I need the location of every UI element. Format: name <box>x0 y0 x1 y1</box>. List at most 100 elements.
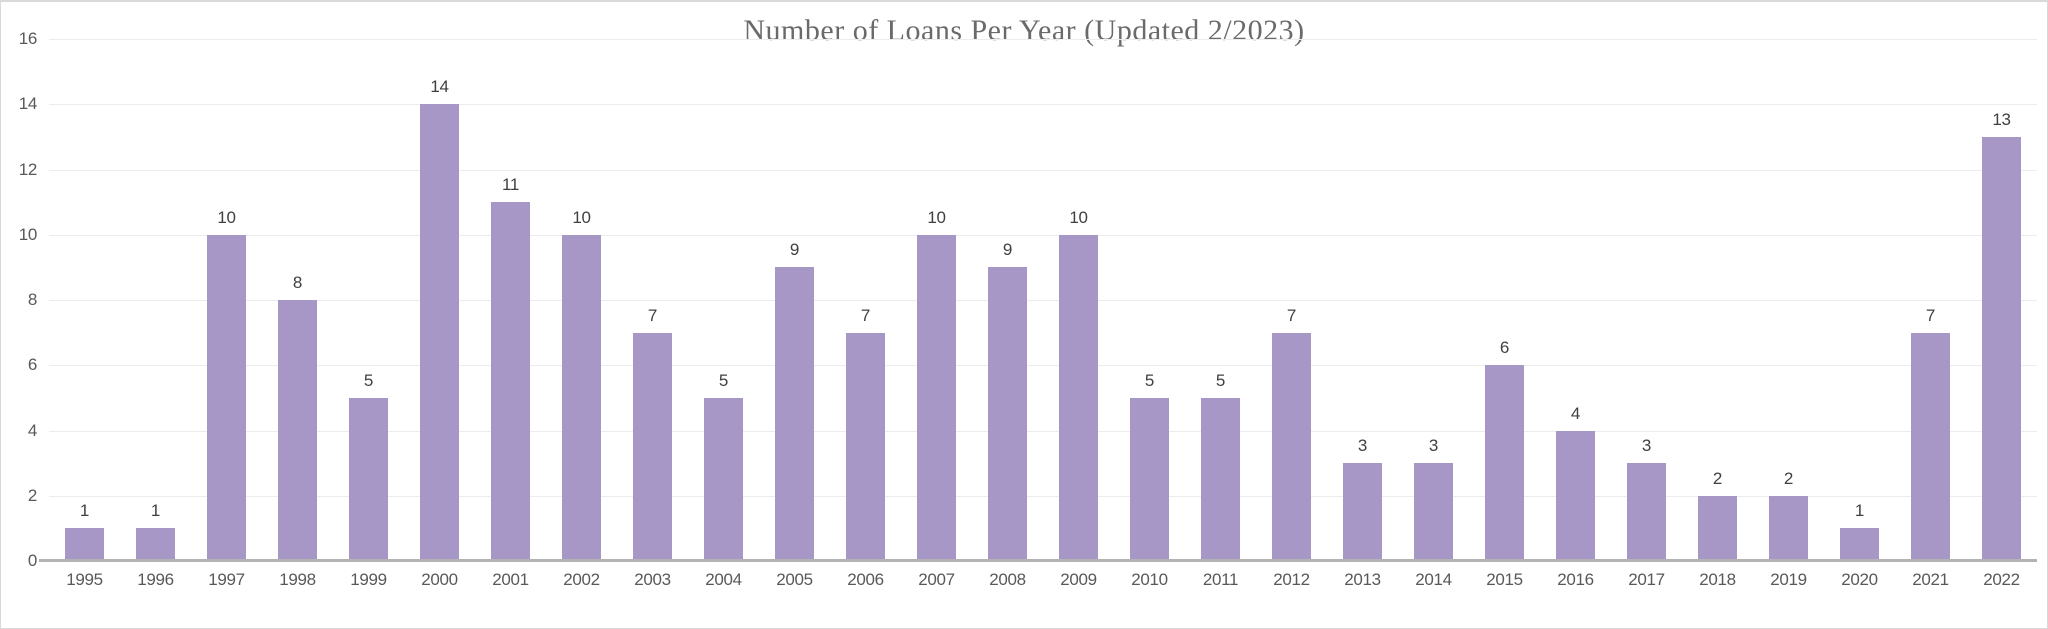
gridline <box>49 234 2037 236</box>
bar-value-label: 7 <box>647 305 658 325</box>
bar <box>207 234 246 561</box>
plot-area: 1 1 10 8 5 14 11 10 7 5 9 7 10 9 10 5 5 7 3 3 6 4 3 2 2 1 7 13 <box>39 39 2037 562</box>
gridline <box>49 430 2037 432</box>
bar <box>420 104 459 561</box>
x-axis-tick-label: 2005 <box>776 570 813 589</box>
bar-group: 8 <box>262 39 333 561</box>
bar <box>562 234 601 561</box>
bar <box>1556 430 1595 561</box>
bar-group: 1 <box>49 39 120 561</box>
bar <box>1201 397 1240 561</box>
y-axis-tick-label: 6 <box>27 355 37 375</box>
x-axis-tick-label: 2011 <box>1202 570 1239 589</box>
bar-value-label: 1 <box>79 501 90 521</box>
bar-group: 5 <box>1185 39 1256 561</box>
bar-value-label: 7 <box>1925 305 1936 325</box>
x-axis-tick-label: 2001 <box>492 570 529 589</box>
bar <box>1059 234 1098 561</box>
y-axis: 0 2 4 6 8 10 12 14 16 <box>1 29 39 570</box>
bar-value-label: 3 <box>1428 436 1439 456</box>
x-axis-tick-label: 2018 <box>1699 570 1736 589</box>
bar-group: 7 <box>617 39 688 561</box>
bar-value-label: 5 <box>363 370 374 390</box>
gridline <box>49 104 2037 106</box>
x-axis-tick-label: 1996 <box>137 570 174 589</box>
x-axis-tick-label: 2007 <box>918 570 955 589</box>
bar <box>633 332 672 561</box>
bar-value-label: 10 <box>1069 207 1088 227</box>
bar-group: 4 <box>1540 39 1611 561</box>
x-axis-tick-label: 2009 <box>1060 570 1097 589</box>
y-axis-tick-label: 2 <box>27 485 37 505</box>
bar-group: 6 <box>1469 39 1540 561</box>
bar-group: 3 <box>1327 39 1398 561</box>
bar <box>1130 397 1169 561</box>
y-axis-tick-label: 16 <box>18 29 38 48</box>
bar-value-label: 7 <box>1286 305 1297 325</box>
bar-value-label: 11 <box>501 175 520 195</box>
bar <box>136 528 175 561</box>
bar <box>278 300 317 561</box>
bar-group: 10 <box>546 39 617 561</box>
y-axis-tick-label: 0 <box>27 551 37 570</box>
x-axis-tick-label: 2006 <box>847 570 884 589</box>
gridline <box>49 300 2037 301</box>
bar <box>65 528 104 561</box>
bar-group: 7 <box>830 39 901 561</box>
y-axis-tick-label: 8 <box>27 290 37 309</box>
x-axis-tick-label: 2008 <box>989 570 1026 589</box>
x-axis-tick-label: 1997 <box>208 570 245 589</box>
x-axis-tick-label: 1999 <box>350 570 387 589</box>
y-axis-tick-label: 14 <box>18 94 38 114</box>
gridline <box>49 169 2037 171</box>
bar <box>775 267 814 561</box>
x-axis-tick-label: 2022 <box>1983 570 2020 589</box>
bar-value-label: 5 <box>1215 370 1226 390</box>
bar-value-label: 5 <box>1144 370 1155 390</box>
bar-group: 5 <box>333 39 404 561</box>
x-axis-tick-label: 2000 <box>421 570 458 589</box>
bar <box>1698 495 1737 561</box>
bar <box>704 397 743 561</box>
x-axis-tick-label: 2020 <box>1841 570 1878 589</box>
bar-value-label: 14 <box>430 77 449 97</box>
x-axis-tick-label: 2012 <box>1273 570 1310 589</box>
bar-group: 1 <box>1824 39 1895 561</box>
bar <box>1272 332 1311 561</box>
bar-group: 11 <box>475 39 546 561</box>
bar-value-label: 2 <box>1712 468 1723 488</box>
bar-group: 1 <box>120 39 191 561</box>
bar <box>1982 136 2021 561</box>
bar <box>1840 528 1879 561</box>
bar-group: 3 <box>1611 39 1682 561</box>
bar-value-label: 10 <box>927 207 946 227</box>
bar-group: 10 <box>901 39 972 561</box>
x-axis-tick-label: 2016 <box>1557 570 1594 589</box>
x-axis-tick-label: 2014 <box>1415 570 1452 589</box>
bars-layer: 1 1 10 8 5 14 11 10 7 5 9 7 10 9 10 5 5 7 3 3 6 4 3 2 2 1 7 13 <box>49 39 2037 561</box>
bar-value-label: 3 <box>1357 436 1368 456</box>
bar <box>1485 365 1524 561</box>
bar-group: 5 <box>1114 39 1185 561</box>
chart-title: Number of Loans Per Year (Updated 2/2023… <box>743 14 1305 47</box>
gridline <box>49 39 2037 40</box>
x-axis-tick-label: 2010 <box>1131 570 1168 589</box>
gridline <box>49 365 2037 367</box>
x-axis: 1995 1996 1997 1998 1999 2000 2001 2002 2003 2004… <box>49 570 2037 590</box>
x-axis-tick-label: 2015 <box>1486 570 1523 589</box>
x-axis-tick-label: 1995 <box>66 570 103 589</box>
x-axis-tick-label: 2004 <box>705 570 742 589</box>
bar <box>846 332 885 561</box>
bar-value-label: 9 <box>789 240 800 260</box>
x-axis-tick-label: 1998 <box>279 570 316 589</box>
bar <box>1627 463 1666 561</box>
bar-value-label: 3 <box>1641 436 1652 456</box>
x-axis-tick-label: 2021 <box>1912 570 1949 589</box>
bar-value-label: 7 <box>860 305 871 325</box>
bar-value-label: 1 <box>150 501 161 521</box>
x-axis-tick-label: 2003 <box>634 570 671 589</box>
bar <box>1343 463 1382 561</box>
x-axis-tick-label: 2019 <box>1770 570 1807 589</box>
bar-group: 7 <box>1256 39 1327 561</box>
bar-group: 10 <box>191 39 262 561</box>
